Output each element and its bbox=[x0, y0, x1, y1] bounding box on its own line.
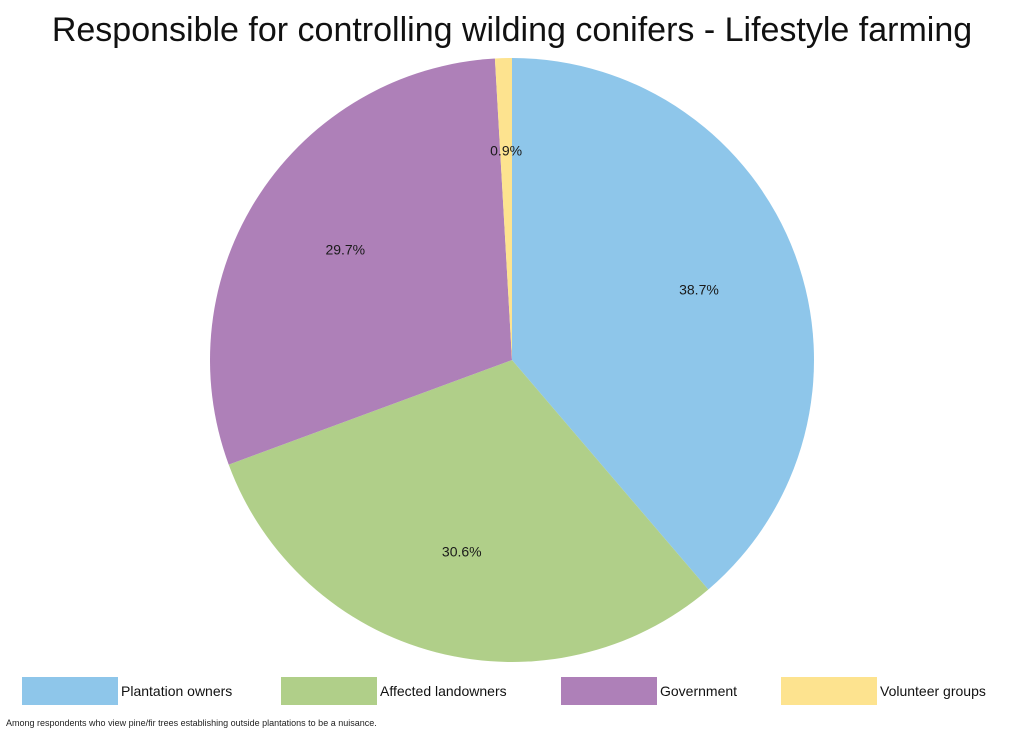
legend-swatch-volunteer-groups bbox=[781, 677, 877, 705]
legend-label-plantation-owners: Plantation owners bbox=[121, 683, 233, 699]
pie-chart: 38.7% 30.6% 29.7% 0.9% bbox=[209, 58, 814, 663]
data-label-volunteer-groups: 0.9% bbox=[490, 142, 522, 158]
data-label-government: 29.7% bbox=[325, 241, 365, 257]
pie-slice-government bbox=[209, 58, 512, 465]
pie-slices bbox=[209, 58, 814, 663]
pie-slice-plantation-owners bbox=[512, 58, 814, 590]
legend: Plantation owners Affected landowners Go… bbox=[0, 676, 1024, 706]
pie-slice-affected-landowners bbox=[228, 360, 709, 663]
legend-label-affected-landowners: Affected landowners bbox=[380, 683, 507, 699]
legend-item-government: Government bbox=[561, 676, 737, 706]
legend-label-volunteer-groups: Volunteer groups bbox=[880, 683, 986, 699]
pie-data-labels: 38.7% 30.6% 29.7% 0.9% bbox=[325, 142, 718, 559]
chart-title: Responsible for controlling wilding coni… bbox=[51, 11, 973, 49]
pie-slice-volunteer-groups bbox=[494, 58, 512, 360]
legend-item-volunteer-groups: Volunteer groups bbox=[781, 676, 986, 706]
legend-swatch-affected-landowners bbox=[281, 677, 377, 705]
legend-swatch-plantation-owners bbox=[22, 677, 118, 705]
footnote: Among respondents who view pine/fir tree… bbox=[6, 718, 377, 728]
data-label-affected-landowners: 30.6% bbox=[442, 544, 482, 560]
legend-label-government: Government bbox=[660, 683, 738, 699]
legend-item-affected-landowners: Affected landowners bbox=[281, 676, 507, 706]
legend-item-plantation-owners: Plantation owners bbox=[22, 676, 232, 706]
legend-swatch-government bbox=[561, 677, 657, 705]
data-label-plantation-owners: 38.7% bbox=[679, 282, 719, 298]
